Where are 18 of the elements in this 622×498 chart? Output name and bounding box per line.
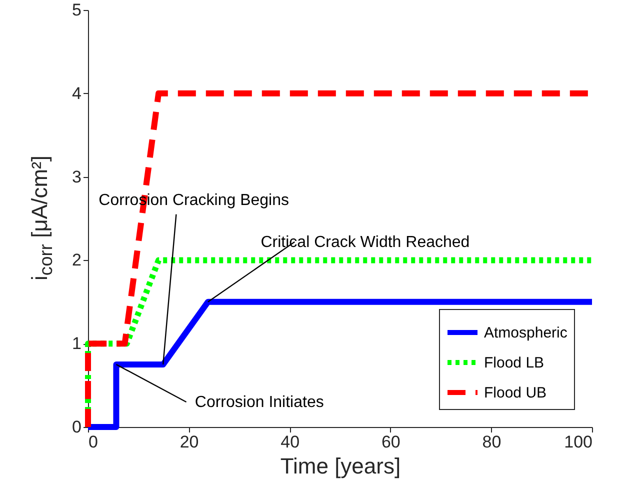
y-tick-label: 1 [72, 334, 82, 354]
y-tick-label: 3 [72, 167, 82, 186]
legend-label: Flood LB [484, 354, 544, 372]
x-tick-label: 100 [564, 432, 592, 452]
x-tick-label: 20 [180, 432, 199, 452]
x-tick-label: 80 [482, 432, 502, 452]
annotation: Critical Crack Width Reached [260, 234, 470, 251]
legend-label: Flood UB [484, 384, 547, 402]
legend-label: Atmospheric [484, 324, 568, 342]
y-tick-label: 4 [72, 84, 82, 103]
y-tick-label: 0 [72, 418, 82, 436]
x-tick-label: 0 [88, 432, 98, 452]
x-tick-label: 40 [280, 432, 300, 452]
y-tick-label: 5 [72, 0, 82, 20]
x-axis-title: Time [years] [280, 454, 401, 478]
x-tick-label: 60 [381, 432, 400, 452]
annotation: Corrosion Initiates [194, 394, 324, 411]
y-tick-label: 2 [72, 250, 82, 270]
